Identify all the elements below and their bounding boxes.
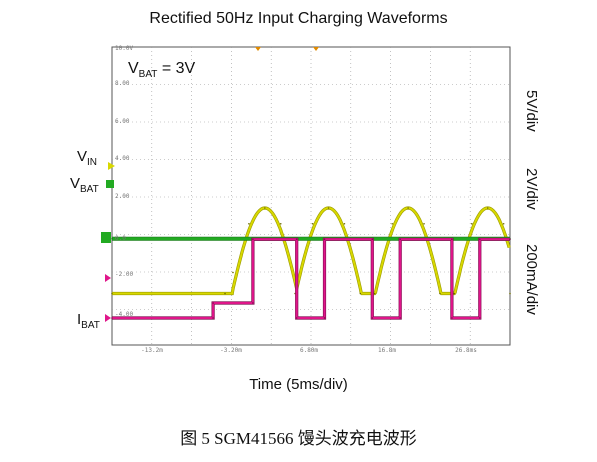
scope-tick-label: 4.00 xyxy=(115,155,130,162)
ibat-label: IBAT xyxy=(77,311,100,331)
vbat-marker-icon xyxy=(106,180,114,188)
vin-label: VIN xyxy=(77,148,98,168)
ibat-point xyxy=(509,238,511,241)
ibat-point xyxy=(295,238,298,241)
ibat-ref-marker-icon xyxy=(105,314,111,322)
ibat-point xyxy=(399,317,401,319)
vin-point xyxy=(311,222,314,225)
ibat-point xyxy=(451,238,453,241)
vin-point xyxy=(343,222,346,225)
vin-point xyxy=(327,207,330,209)
scope-tick-label: 10.0V xyxy=(115,45,133,52)
ibat-point xyxy=(212,302,214,304)
vin-point xyxy=(224,292,226,295)
figure-caption: 图 5 SGM41566 馒头波充电波形 xyxy=(180,429,417,448)
x-tick-label: -13.2m xyxy=(141,347,163,354)
vin-point xyxy=(359,292,362,295)
channel-badge-icon xyxy=(101,232,111,243)
ibat-point xyxy=(371,317,374,319)
ibat-point xyxy=(399,238,401,241)
vin-point xyxy=(486,207,489,209)
vin-point xyxy=(373,292,376,295)
vin-point xyxy=(279,222,282,225)
vbat-label: VBAT xyxy=(70,175,99,195)
vbat-annotation: VBAT = 3V xyxy=(128,60,196,81)
vin-point xyxy=(470,222,473,225)
vin-point xyxy=(264,207,266,209)
ibat-point xyxy=(252,302,254,304)
scope-tick-label: -4.00 xyxy=(115,311,133,318)
vin-marker-icon xyxy=(108,162,115,170)
ibat-point xyxy=(478,238,481,241)
vin-point xyxy=(232,271,234,274)
scope-tick-label: 2.00 xyxy=(115,193,130,200)
ibat-point xyxy=(323,238,326,241)
x-tick-label: 26.8ms xyxy=(455,347,477,354)
ibat-trace xyxy=(112,238,510,319)
vin-point xyxy=(111,292,113,295)
ibat-point xyxy=(478,317,481,319)
vin-trace-shadow xyxy=(112,206,511,296)
ibat-point xyxy=(371,238,374,241)
x-tick-label: 16.8m xyxy=(378,347,396,354)
vin-point xyxy=(502,222,505,225)
vin-point xyxy=(391,222,393,225)
chart-title: Rectified 50Hz Input Charging Waveforms xyxy=(149,10,448,27)
scope-tick-label: 6.00 xyxy=(115,118,130,125)
x-tick-label: 6.80m xyxy=(300,347,318,354)
vin-point xyxy=(423,222,425,225)
vbat-point xyxy=(111,237,113,240)
scope-tick-label: -2.00 xyxy=(115,271,133,278)
ibat-point xyxy=(252,238,254,241)
scope-tick-label: 0.0 xyxy=(115,235,126,242)
vin-trace xyxy=(112,206,511,295)
scope-tick-label: 8.00 xyxy=(115,80,130,87)
ibat-point xyxy=(323,317,326,319)
ibat-marker-icon xyxy=(105,274,111,282)
ibat-point xyxy=(451,317,453,319)
ibat-point xyxy=(111,317,113,319)
trigger-marker-icon xyxy=(313,47,319,51)
ibat-point xyxy=(212,317,214,319)
vin-point xyxy=(248,222,250,225)
trigger-marker-icon xyxy=(255,47,261,51)
x-tick-label: -3.20m xyxy=(220,347,242,354)
vin-point xyxy=(453,292,456,295)
vin-point xyxy=(439,292,441,295)
ibat-point xyxy=(295,317,298,319)
vin-point xyxy=(407,207,409,209)
vin-point xyxy=(509,292,511,295)
x-axis-label: Time (5ms/div) xyxy=(249,376,348,393)
